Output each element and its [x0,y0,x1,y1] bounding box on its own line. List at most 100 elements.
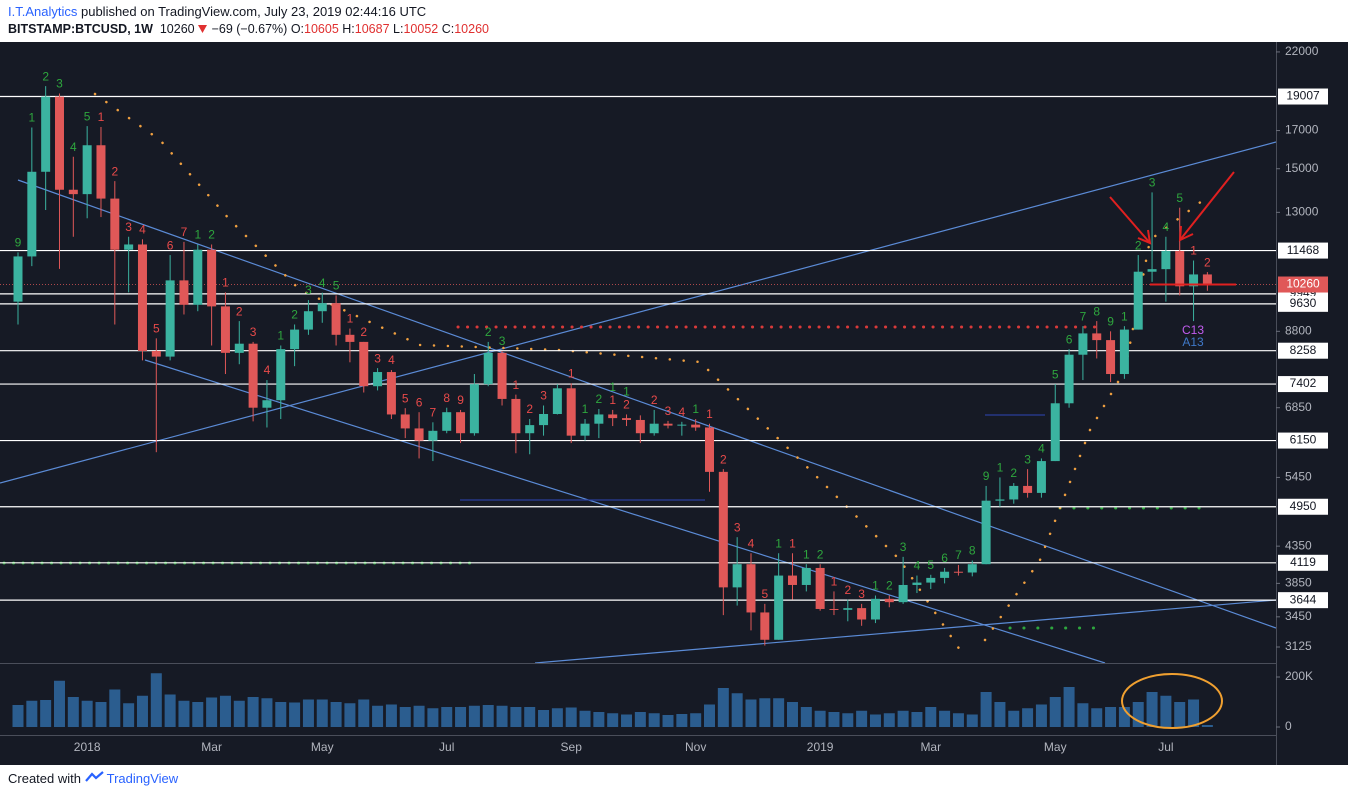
volume [12,673,1213,727]
td-buy-count: 4 [914,559,921,573]
candle-body [870,598,880,620]
level-label: 9630 [1290,296,1317,310]
volume-bar [1077,703,1089,727]
candle-body [207,249,217,307]
markup [1109,171,1236,729]
o-value: 10605 [304,22,339,36]
candle-body [110,198,120,250]
candle-body [414,428,424,441]
candle-body [1050,403,1060,462]
volume-bar [1035,704,1047,727]
x-tick-label: May [1044,740,1067,754]
volume-bar [427,708,439,727]
candle-body [1119,329,1129,375]
brand[interactable]: TradingView [106,771,179,786]
td-buy-count: 1 [692,402,699,416]
td-buy-count: 7 [955,548,962,562]
level-label: 8258 [1290,343,1317,357]
arrow [1109,196,1152,245]
volume-bar [828,712,840,727]
volume-bar [1160,695,1172,727]
td-buy-count: 1 [609,380,616,394]
candle-body [165,280,175,357]
td-sell-count: 3 [665,404,672,418]
td-sell-count: 2 [236,304,243,318]
volume-bar [67,697,79,727]
candle-body [829,608,839,610]
x-tick-label: Nov [685,740,706,754]
level-label: 19007 [1286,89,1320,103]
volume-bar [455,707,467,727]
candle-body [456,412,466,434]
td-buy-count: 2 [596,392,603,406]
y-tick-label: 5450 [1285,470,1312,484]
td-sell-count: 3 [374,351,381,365]
td-buy-count: 5 [1176,191,1183,205]
td-sell-count: 5 [761,587,768,601]
td-buy-count: 2 [208,228,215,242]
y-tick-label: 3450 [1285,609,1312,623]
td-sell-count: 4 [678,405,685,419]
volume-bar [731,693,743,727]
volume-bar [856,710,868,727]
volume-bar [1022,708,1034,727]
candle-body [179,280,189,305]
td-buy-count: 1 [997,461,1004,475]
td-buy-count: 2 [42,69,49,83]
td-buy-count: 4 [70,140,77,154]
volume-bar [759,698,771,727]
candle-body [137,244,147,352]
volume-bar [897,710,909,727]
td-sell-count: 7 [430,405,437,419]
volume-bar [109,689,121,727]
trendlines [0,141,1276,663]
td-sell-count: 2 [720,452,727,466]
volume-bar [1188,699,1200,727]
td-sell-count: 1 [347,312,354,326]
td-sell-count: 7 [181,225,188,239]
candle-body [1009,485,1019,500]
td-buy-count: 5 [333,279,340,293]
volume-bar [344,703,356,727]
trendline [17,179,1276,629]
volume-bar [40,700,52,727]
td-sell-count: 6 [416,395,423,409]
volume-bar [621,714,633,727]
volume-bar [1008,710,1020,727]
down-icon [198,25,208,33]
volume-bar [206,697,218,727]
candle-body [262,400,272,408]
volume-bar [538,710,550,727]
td-buy-count: 1 [872,579,879,593]
candle-body [705,427,714,472]
candle-body [594,414,604,424]
level-label: 6150 [1290,433,1317,447]
volume-bar [1132,702,1144,727]
volume-tick-label: 0 [1285,719,1292,733]
volume-bar [468,705,480,727]
candle-body [248,343,258,408]
candle-body [815,567,825,609]
volume-bar [399,707,411,727]
volume-bar [994,702,1006,727]
author[interactable]: I.T.Analytics [8,4,78,19]
candle-body [539,413,549,426]
td-sell-count: 3 [250,325,257,339]
trendline [0,141,1276,484]
candle-body [234,343,244,353]
td-buy-count: 3 [499,334,506,348]
volume-bar [358,699,370,727]
td-buy-count: 6 [1066,332,1073,346]
candle-body [732,564,742,588]
volume-bar [150,673,162,727]
volume-bar [1049,697,1061,727]
td-sell-count: 1 [789,536,796,550]
o-label: O: [290,22,305,36]
td-sell-count: 1 [706,407,713,421]
volume-bar [12,705,24,727]
volume-bar [95,702,107,727]
td-buy-count: 2 [1135,238,1142,252]
td-buy-count: 9 [983,469,990,483]
